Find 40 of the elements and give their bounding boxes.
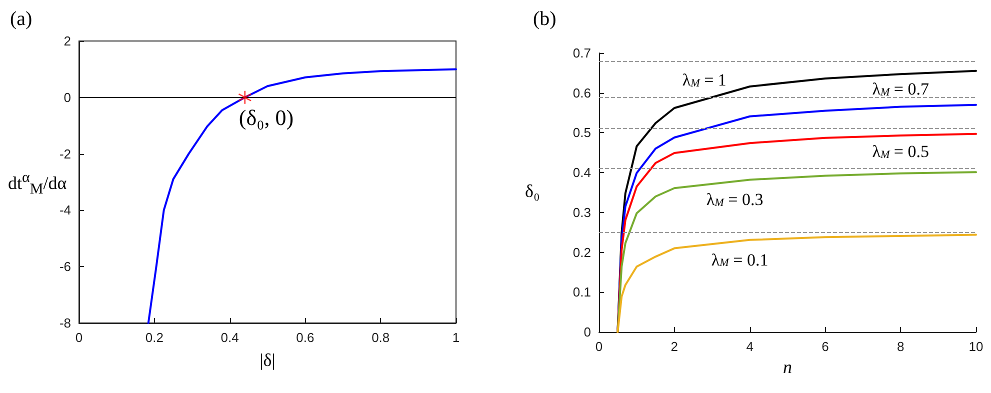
x-tick-label: 6 [822,339,829,354]
y-tick-label: 0.1 [572,284,591,300]
y-tick-label: 2 [64,34,71,48]
y-axis-title: dt$^{α}$$_{M}$/dα [8,170,67,199]
series-label: λM = 0.5 [872,142,929,161]
x-tick-label: 0.2 [145,330,164,345]
y-tick-label: -6 [59,259,71,274]
y-tick-label: 0.4 [572,165,591,180]
x-tick-label: 8 [896,339,904,354]
y-tick-label: 0.2 [572,244,591,260]
y-tick-label: -4 [59,202,71,218]
x-tick-label: 0 [75,330,83,345]
series-label: λM = 1 [682,70,726,90]
x-tick-label: 1 [452,330,460,345]
y-tick-label: 0.7 [572,46,591,60]
x-tick-label: 0.8 [372,330,390,345]
line-series [616,171,977,333]
annotation: (δ₀, 0) [238,104,294,130]
x-tick-label: 0 [595,339,603,354]
x-axis-title: n [783,357,792,377]
x-tick-label: 2 [670,339,678,354]
series-label: λM = 0.7 [872,79,930,98]
x-tick-label: 0.6 [296,330,314,345]
chart-title: (a) [10,8,32,30]
x-tick-label: 10 [968,339,984,354]
y-tick-label: -8 [59,316,71,330]
line-series [147,68,457,324]
y-tick-label: 0.3 [572,204,591,220]
y-axis-title: δ₀ [525,180,540,202]
x-tick-label: 4 [746,339,754,354]
y-tick-label: 0 [64,90,71,105]
y-tick-label: -2 [59,146,71,162]
y-tick-label: 0.6 [572,85,591,100]
line-series [616,234,977,333]
x-tick-label: 0.4 [220,330,239,345]
y-tick-label: 0.5 [572,125,591,140]
x-axis-title: |δ| [260,350,276,370]
series-label: λM = 0.3 [706,190,764,210]
series-label: λM = 0.1 [711,250,768,270]
chart-title: (b) [533,8,556,30]
